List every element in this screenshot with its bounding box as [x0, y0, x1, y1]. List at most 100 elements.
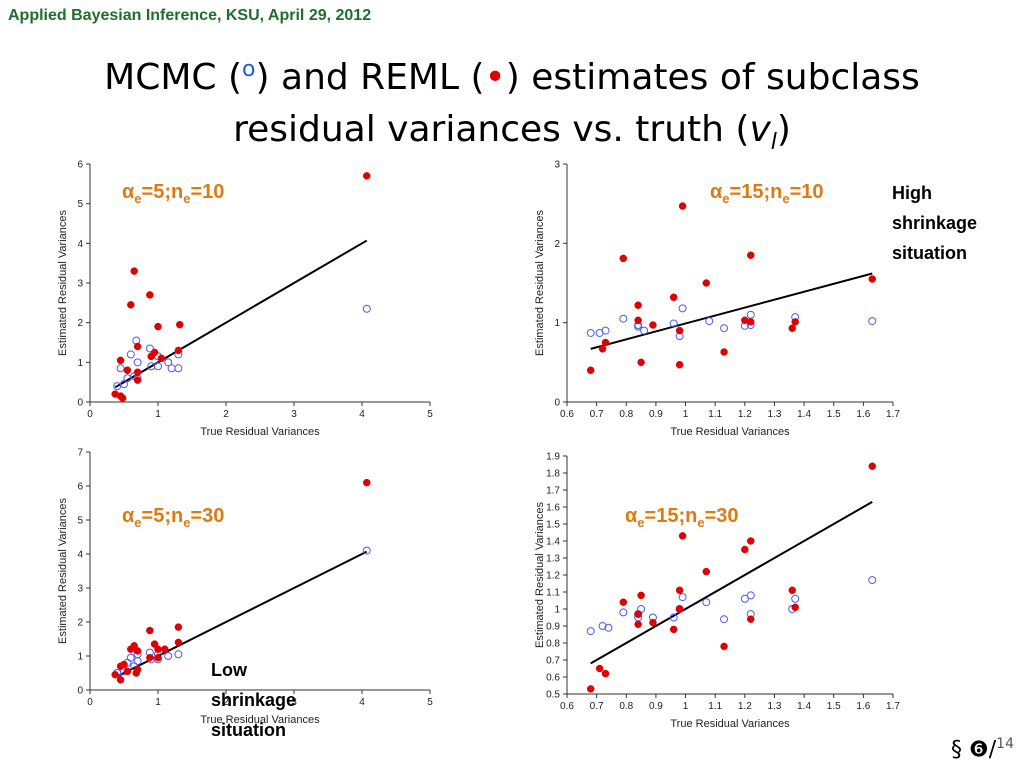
x-tick-label: 1.5 [827, 701, 841, 712]
mcmc-point [167, 364, 176, 373]
reml-symbol: • [484, 57, 506, 98]
x-tick-label: 5 [427, 409, 433, 420]
mcmc-point [174, 650, 183, 659]
y-tick-label: 1 [554, 605, 560, 616]
mcmc-point [702, 598, 711, 607]
reml-point [161, 645, 169, 653]
y-tick-label: 1.8 [546, 469, 560, 480]
mcmc-point [868, 317, 877, 326]
x-tick-label: 0 [87, 697, 93, 708]
title-text-1: MCMC ( [104, 57, 243, 98]
reml-point [634, 620, 642, 629]
mcmc-point [598, 622, 607, 630]
y-tick-label: 1.9 [546, 452, 560, 463]
x-axis-label: True Residual Variances [670, 718, 790, 730]
x-tick-label: 1.2 [738, 409, 752, 420]
reml-point [157, 354, 166, 363]
x-tick-label: 0.8 [619, 409, 633, 420]
x-tick-label: 1.4 [797, 701, 811, 712]
label-part: α [122, 181, 135, 203]
y-tick-label: 5 [77, 199, 83, 210]
reml-point [675, 360, 684, 369]
title-line-2: residual variances vs. truth (vl) [0, 104, 1024, 169]
y-tick-label: 7 [77, 448, 83, 459]
reml-point [720, 348, 728, 356]
y-tick-label: 0.5 [546, 690, 560, 701]
mcmc-point [746, 591, 755, 600]
note-line: situation [892, 243, 967, 263]
truth-symbol: vl [749, 109, 776, 155]
note-line: High [892, 183, 932, 203]
x-tick-label: 1.3 [768, 409, 782, 420]
y-tick-label: 1.5 [546, 520, 560, 531]
mcmc-point [154, 362, 162, 371]
reml-point [174, 638, 183, 647]
label-part: e [782, 191, 789, 206]
truth-sub: l [770, 130, 777, 156]
y-tick-label: 2 [77, 618, 83, 629]
reml-point [123, 366, 132, 375]
reml-point [176, 320, 184, 329]
y-tick-label: 6 [77, 482, 83, 493]
reml-point [120, 660, 128, 669]
y-tick-label: 2 [77, 318, 83, 329]
y-tick-label: 2 [554, 239, 560, 250]
reml-point [634, 316, 642, 325]
mcmc-point [678, 304, 687, 313]
reml-point [678, 202, 687, 210]
title-text-2: ) and REML ( [255, 57, 485, 98]
x-tick-label: 0.6 [560, 409, 574, 420]
reml-point [123, 667, 132, 676]
label-part: e [134, 515, 141, 530]
reml-point [133, 665, 142, 674]
slide-footer: § ❻/14 [951, 736, 1014, 762]
reml-point [130, 267, 138, 275]
x-tick-label: 2 [223, 697, 229, 708]
mcmc-point [362, 546, 371, 555]
x-tick-label: 1.7 [886, 701, 900, 712]
reml-point [791, 603, 799, 612]
reml-point [634, 301, 642, 309]
reml-point [788, 324, 796, 332]
reml-point [133, 647, 142, 655]
label-part: α [122, 505, 135, 527]
reml-point [601, 338, 610, 347]
mcmc-point [604, 623, 613, 632]
reml-point [595, 664, 604, 673]
low-shrinkage-note: Low shrinkage situation [211, 655, 296, 745]
mcmc-point [619, 314, 628, 323]
scatter-panel-bottom-left: 0 1 2 3 4 5 0 1 2 3 4 5 6 7 True Residual Variances Est… [57, 448, 433, 727]
note-line: shrinkage [211, 690, 297, 710]
x-tick-label: 3 [291, 697, 297, 708]
note-line: shrinkage [892, 213, 978, 233]
x-tick-label: 1.3 [768, 701, 782, 712]
y-tick-label: 1.7 [546, 486, 560, 497]
reml-point [868, 275, 877, 283]
x-tick-label: 1 [683, 701, 689, 712]
x-tick-label: 0.7 [590, 409, 604, 420]
x-tick-label: 1.5 [827, 409, 841, 420]
mcmc-point [133, 657, 142, 666]
reml-point [150, 348, 159, 357]
reml-point [154, 322, 162, 331]
label-part: e [722, 191, 729, 206]
slide-header: Applied Bayesian Inference, KSU, April 2… [8, 7, 372, 24]
mcmc-point [720, 324, 729, 333]
reml-point [174, 346, 183, 355]
reml-point [746, 251, 755, 259]
reml-point [586, 366, 595, 375]
mcmc-point [586, 328, 595, 337]
label-part: =10 [190, 181, 224, 203]
reml-point [133, 368, 142, 376]
reml-point [127, 301, 135, 309]
panel-parameter-label: αe=15;ne=30 [625, 505, 739, 530]
mcmc-point [133, 358, 142, 367]
mcmc-point [120, 380, 128, 389]
reml-point [675, 605, 684, 613]
x-tick-label: 1.2 [738, 701, 752, 712]
reml-point [133, 376, 142, 384]
y-tick-label: 0 [554, 398, 560, 409]
x-tick-label: 1.1 [708, 701, 722, 712]
y-axis-label: Estimated Residual Variances [534, 210, 546, 356]
y-tick-label: 0.7 [546, 656, 560, 667]
